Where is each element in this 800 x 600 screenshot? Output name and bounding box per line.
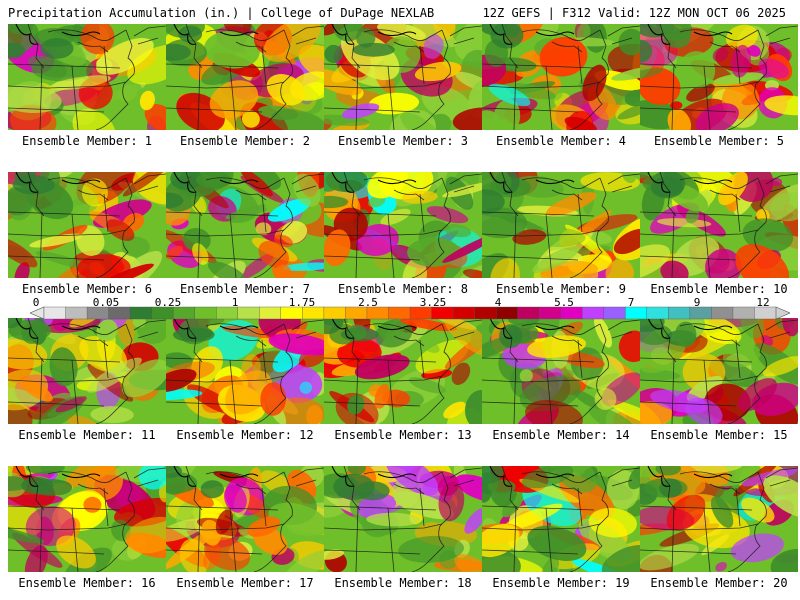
precip-map [8, 172, 166, 278]
colorbar-swatch [129, 306, 153, 320]
colorbar-swatch [259, 306, 282, 320]
ensemble-member-label: Ensemble Member: 14 [492, 428, 630, 442]
ensemble-member-label: Ensemble Member: 6 [21, 282, 153, 296]
colorbar-ticks: 0 0.05 0.25 1 1.75 2.5 3.25 4 5.5 7 9 12 [0, 296, 800, 309]
colorbar-swatch [732, 306, 755, 320]
precip-map [482, 466, 640, 572]
precip-map [166, 318, 324, 424]
ensemble-member-label: Ensemble Member: 7 [179, 282, 311, 296]
run-valid-time: 12Z GEFS | F312 Valid: 12Z MON OCT 06 20… [482, 6, 786, 20]
ensemble-member-label: Ensemble Member: 12 [176, 428, 314, 442]
ensemble-member-label: Ensemble Member: 2 [179, 134, 311, 148]
precip-map [640, 318, 798, 424]
header: Precipitation Accumulation (in.) | Colle… [0, 0, 800, 24]
ensemble-member-label: Ensemble Member: 19 [492, 576, 630, 590]
precip-map [324, 466, 482, 572]
colorbar-tick-label: 1 [231, 296, 239, 309]
ensemble-member-label: Ensemble Member: 8 [337, 282, 469, 296]
ensemble-map-panel [166, 24, 324, 130]
colorbar-tick-label: 4 [494, 296, 502, 309]
colorbar-swatch [323, 306, 346, 320]
ensemble-member-label: Ensemble Member: 18 [334, 576, 472, 590]
colorbar-tick-label: 7 [627, 296, 635, 309]
ensemble-map-panel [8, 172, 166, 278]
ensemble-member-label: Ensemble Member: 16 [18, 576, 156, 590]
colorbar-tick-label: 0 [32, 296, 40, 309]
ensemble-member-label: Ensemble Member: 15 [650, 428, 788, 442]
precip-map [166, 24, 324, 130]
precip-map [482, 318, 640, 424]
colorbar-swatch [603, 306, 626, 320]
precip-map [324, 318, 482, 424]
precip-map [482, 24, 640, 130]
ensemble-map-panel [640, 172, 798, 278]
colorbar-tick-label: 5.5 [554, 296, 574, 309]
precip-map [324, 172, 482, 278]
ensemble-map-panel [324, 24, 482, 130]
precip-map [640, 466, 798, 572]
precip-map [482, 172, 640, 278]
ensemble-map-panel [8, 466, 166, 572]
ensemble-map-panel [166, 466, 324, 572]
precip-map [8, 24, 166, 130]
ensemble-member-label: Ensemble Member: 5 [653, 134, 785, 148]
ensemble-map-panel [166, 318, 324, 424]
ensemble-map-panel [324, 318, 482, 424]
ensemble-map-panel [482, 172, 640, 278]
ensemble-member-label: Ensemble Member: 11 [18, 428, 156, 442]
colorbar-swatch [646, 306, 669, 320]
ensemble-map-panel [8, 318, 166, 424]
ensemble-map-panel [166, 172, 324, 278]
ensemble-member-label: Ensemble Member: 1 [21, 134, 153, 148]
ensemble-member-label: Ensemble Member: 10 [650, 282, 788, 296]
ensemble-map-panel [324, 466, 482, 572]
ensemble-member-label: Ensemble Member: 9 [495, 282, 627, 296]
product-title: Precipitation Accumulation (in.) | Colle… [8, 6, 435, 20]
ensemble-map-panel [482, 24, 640, 130]
ensemble-map-panel [8, 24, 166, 130]
colorbar [30, 306, 790, 320]
colorbar-swatch [237, 306, 260, 320]
ensemble-member-label: Ensemble Member: 3 [337, 134, 469, 148]
colorbar-tick-label: 0.05 [92, 296, 120, 309]
precip-map [8, 466, 166, 572]
ensemble-map-panel [640, 466, 798, 572]
precip-map [640, 172, 798, 278]
colorbar-swatch [65, 306, 88, 320]
colorbar-tick-label: 0.25 [154, 296, 182, 309]
colorbar-tick-label: 3.25 [419, 296, 447, 309]
ensemble-map-panel [640, 318, 798, 424]
ensemble-map-panel [640, 24, 798, 130]
ensemble-member-label: Ensemble Member: 13 [334, 428, 472, 442]
colorbar-swatch [711, 306, 734, 320]
ensemble-map-panel [482, 466, 640, 572]
colorbar-tick-label: 12 [756, 296, 770, 309]
ensemble-member-label: Ensemble Member: 20 [650, 576, 788, 590]
ensemble-member-label: Ensemble Member: 17 [176, 576, 314, 590]
colorbar-tick-label: 9 [693, 296, 701, 309]
ensemble-map-panel [324, 172, 482, 278]
colorbar-swatch [388, 306, 411, 320]
colorbar-swatch [452, 306, 476, 320]
colorbar-tick-label: 2.5 [358, 296, 378, 309]
colorbar-swatch [194, 306, 217, 320]
precip-map [166, 466, 324, 572]
precip-map [8, 318, 166, 424]
colorbar-swatch [517, 306, 540, 320]
ensemble-member-label: Ensemble Member: 4 [495, 134, 627, 148]
colorbar-tick-label: 1.75 [288, 296, 316, 309]
precip-map [640, 24, 798, 130]
colorbar-swatch [43, 306, 67, 320]
colorbar-swatch [582, 306, 605, 320]
precip-map [166, 172, 324, 278]
ensemble-map-panel [482, 318, 640, 424]
colorbar-swatch [474, 306, 497, 320]
colorbar-swatch [668, 306, 691, 320]
precip-map [324, 24, 482, 130]
